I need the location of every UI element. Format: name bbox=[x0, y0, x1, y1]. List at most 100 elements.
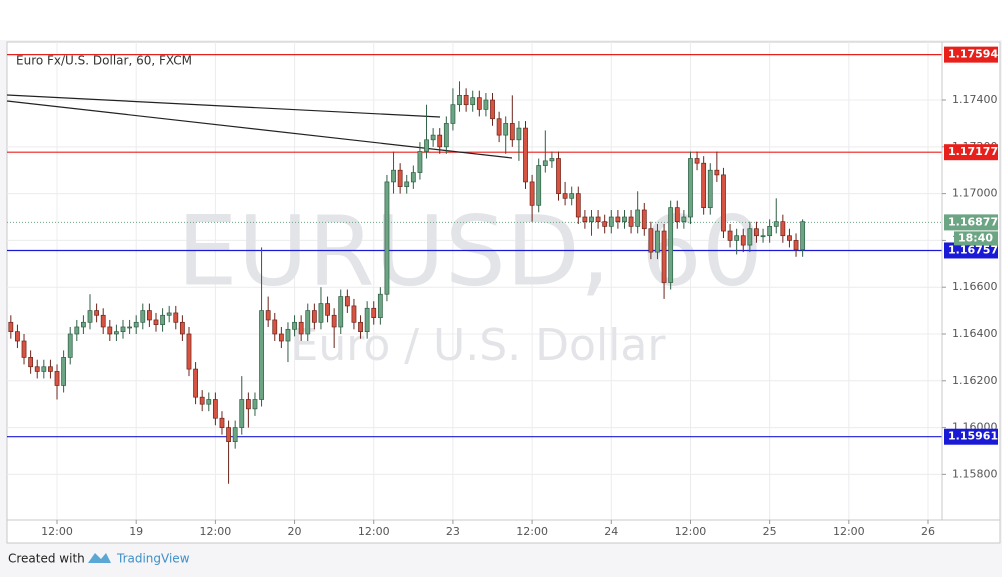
candle-body bbox=[358, 321, 363, 333]
footer-brand[interactable]: TradingView bbox=[116, 552, 190, 566]
x-tick-label: 19 bbox=[129, 525, 143, 538]
candle-body bbox=[562, 193, 568, 199]
candle-body bbox=[714, 169, 720, 176]
candle-body bbox=[721, 174, 726, 232]
candle-body bbox=[767, 226, 773, 237]
candle-body bbox=[21, 340, 27, 358]
candle-body bbox=[146, 310, 152, 321]
candle-body bbox=[443, 123, 449, 148]
candle-body bbox=[641, 209, 647, 230]
candle-body bbox=[54, 371, 60, 386]
candle-body bbox=[331, 314, 337, 328]
chart-title: Euro Fx/U.S. Dollar, 60, FXCM bbox=[16, 54, 192, 68]
tradingview-logo bbox=[88, 553, 111, 563]
candle-body bbox=[127, 326, 132, 329]
y-tick-label: 1.17000 bbox=[952, 187, 998, 200]
candle-body bbox=[100, 314, 106, 328]
candle-body bbox=[688, 158, 693, 218]
candle-body bbox=[727, 230, 733, 241]
candle-body bbox=[48, 366, 53, 372]
x-tick-label: 12:00 bbox=[358, 525, 390, 538]
candle-body bbox=[252, 399, 258, 410]
x-tick-label: 12:00 bbox=[41, 525, 73, 538]
candle-body bbox=[608, 216, 614, 227]
candle-body bbox=[490, 99, 495, 120]
candle-body bbox=[740, 235, 746, 246]
candle-body bbox=[476, 97, 482, 110]
candle-body bbox=[707, 169, 713, 209]
candle-body bbox=[589, 216, 594, 223]
candle-body bbox=[311, 310, 317, 323]
candle-body bbox=[503, 123, 509, 136]
candle-body bbox=[549, 158, 555, 162]
candle-body bbox=[569, 193, 575, 199]
candle-body bbox=[655, 230, 660, 253]
level-label: 1.16757 bbox=[948, 243, 998, 256]
candle-body bbox=[780, 221, 786, 237]
candles bbox=[8, 81, 806, 484]
candle-body bbox=[674, 207, 680, 223]
candle-body bbox=[351, 305, 357, 323]
candle-body bbox=[259, 310, 264, 400]
y-tick-label: 1.16200 bbox=[952, 374, 998, 387]
candle-body bbox=[278, 333, 284, 342]
grid bbox=[7, 42, 942, 520]
candle-body bbox=[622, 216, 627, 223]
candle-body bbox=[133, 321, 139, 328]
last-price-label: 1.16877 bbox=[948, 215, 998, 228]
watermark-subtitle: Euro / U.S. Dollar bbox=[291, 320, 667, 371]
candle-body bbox=[793, 240, 799, 251]
x-tick-label: 24 bbox=[604, 525, 618, 538]
candle-body bbox=[509, 123, 515, 141]
candle-body bbox=[800, 221, 806, 251]
candle-body bbox=[34, 366, 40, 372]
top-bar bbox=[0, 0, 1002, 40]
y-tick-label: 1.16400 bbox=[952, 327, 998, 340]
candle-body bbox=[232, 427, 238, 442]
countdown-badge bbox=[954, 231, 998, 246]
candle-body bbox=[391, 169, 396, 183]
candle-body bbox=[417, 151, 423, 173]
candle-body bbox=[463, 94, 469, 106]
candle-body bbox=[338, 296, 344, 328]
levels bbox=[7, 54, 942, 438]
candle-body bbox=[226, 427, 231, 442]
candle-body bbox=[179, 321, 185, 335]
candle-body bbox=[424, 139, 429, 152]
level-label: 1.17594 bbox=[948, 48, 998, 61]
candle-body bbox=[668, 207, 674, 283]
candle-body bbox=[206, 399, 212, 405]
candle-body bbox=[186, 333, 192, 370]
candle-body bbox=[81, 321, 86, 328]
candle-body bbox=[754, 228, 759, 237]
x-tick-label: 26 bbox=[921, 525, 935, 538]
candle-body bbox=[470, 97, 476, 106]
candle-body bbox=[747, 228, 753, 246]
candle-body bbox=[457, 94, 462, 106]
candle-body bbox=[529, 181, 535, 206]
candle-body bbox=[701, 162, 707, 209]
candle-body bbox=[219, 417, 225, 428]
level-badge bbox=[944, 144, 998, 161]
candle-body bbox=[582, 216, 588, 223]
candle-body bbox=[787, 235, 792, 241]
last-price-badge bbox=[944, 214, 998, 231]
candle-body bbox=[450, 104, 456, 124]
candle-body bbox=[245, 399, 251, 410]
candle-body bbox=[153, 319, 159, 325]
candle-body bbox=[120, 326, 126, 333]
candle-body bbox=[74, 326, 80, 335]
candle-body bbox=[94, 310, 100, 316]
x-tick-label: 12:00 bbox=[675, 525, 707, 538]
countdown: 18:40 bbox=[958, 231, 993, 244]
x-tick-label: 12:00 bbox=[516, 525, 548, 538]
candle-body bbox=[523, 127, 528, 183]
candle-body bbox=[371, 307, 377, 318]
candle-body bbox=[41, 366, 47, 372]
candle-body bbox=[305, 310, 311, 335]
candle-body bbox=[397, 169, 403, 187]
candle-body bbox=[430, 134, 436, 141]
y-tick-label: 1.17400 bbox=[952, 93, 998, 106]
candle-body bbox=[681, 216, 687, 223]
